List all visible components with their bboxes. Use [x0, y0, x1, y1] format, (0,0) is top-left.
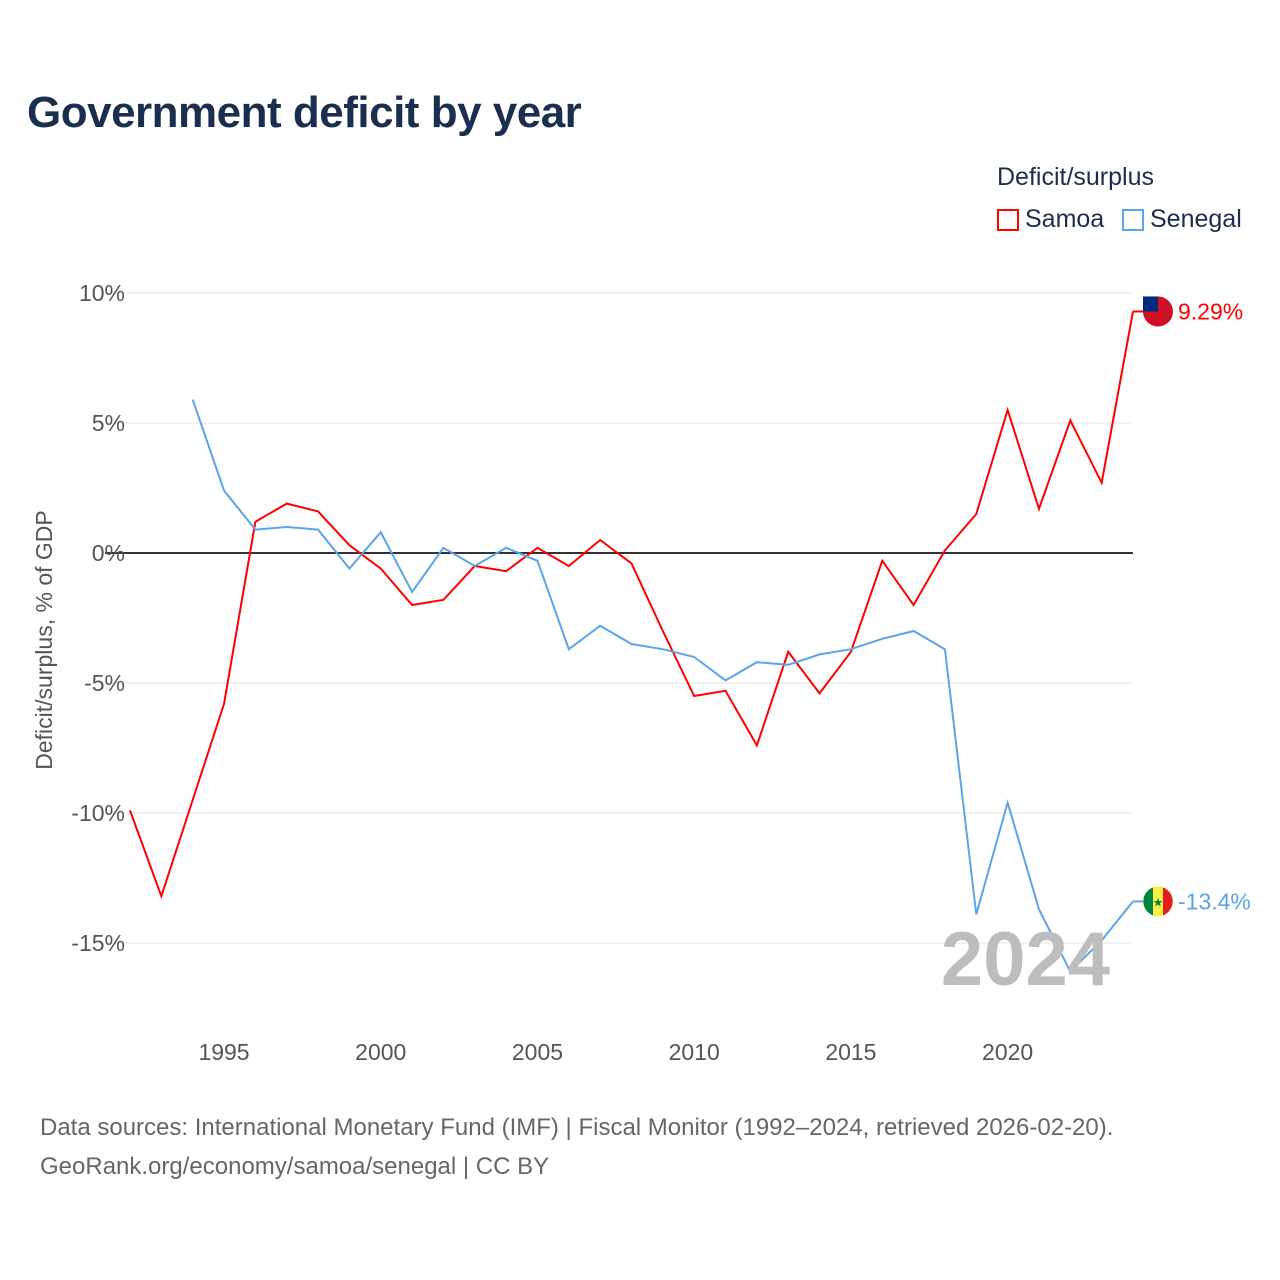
- year-watermark: 2024: [941, 917, 1110, 1002]
- y-tick-label: -10%: [71, 800, 125, 826]
- y-tick-label: 5%: [92, 410, 125, 436]
- chart-title: Government deficit by year: [27, 88, 582, 137]
- y-tick-label: 0%: [92, 540, 125, 566]
- senegal-flag-green: [1143, 887, 1153, 916]
- y-tick-label: -15%: [71, 930, 125, 956]
- x-tick-label: 1995: [198, 1039, 249, 1065]
- end-value-label: 9.29%: [1178, 298, 1243, 324]
- legend-label: Senegal: [1150, 205, 1242, 233]
- x-tick-label: 2005: [512, 1039, 563, 1065]
- source-line: Data sources: International Monetary Fun…: [40, 1114, 1114, 1141]
- legend-swatch-samoa: [997, 208, 1019, 231]
- y-tick-label: 10%: [79, 280, 125, 306]
- end-value-label: -13.4%: [1178, 888, 1251, 914]
- x-tick-label: 2000: [355, 1039, 406, 1065]
- legend-swatch-senegal: [1122, 208, 1144, 231]
- senegal-flag-red: [1163, 887, 1173, 916]
- legend-item-samoa[interactable]: Samoa: [997, 205, 1104, 234]
- y-axis-label: Deficit/surplus, % of GDP: [31, 510, 57, 769]
- legend-item-senegal[interactable]: Senegal: [1122, 205, 1242, 234]
- line-chart: 10% 5% 0% -5% -10% -15% 1995 2000 2005 2010 2015 20…: [31, 280, 1251, 1065]
- series-line-samoa: [129, 311, 1134, 900]
- source-note: Data sources: International Monetary Fun…: [40, 1108, 1113, 1186]
- y-tick-label: -5%: [84, 670, 125, 696]
- samoa-flag-canton: [1143, 296, 1158, 312]
- x-tick-label: 2020: [982, 1039, 1033, 1065]
- legend-title: Deficit/surplus: [997, 163, 1154, 191]
- source-link[interactable]: GeoRank.org/economy/samoa/senegal | CC B…: [40, 1153, 550, 1180]
- series-line-senegal: [191, 399, 1134, 974]
- senegal-flag-star: ★: [1153, 895, 1164, 909]
- x-tick-label: 2010: [669, 1039, 720, 1065]
- legend-label: Samoa: [1025, 205, 1105, 233]
- x-tick-label: 2015: [825, 1039, 876, 1065]
